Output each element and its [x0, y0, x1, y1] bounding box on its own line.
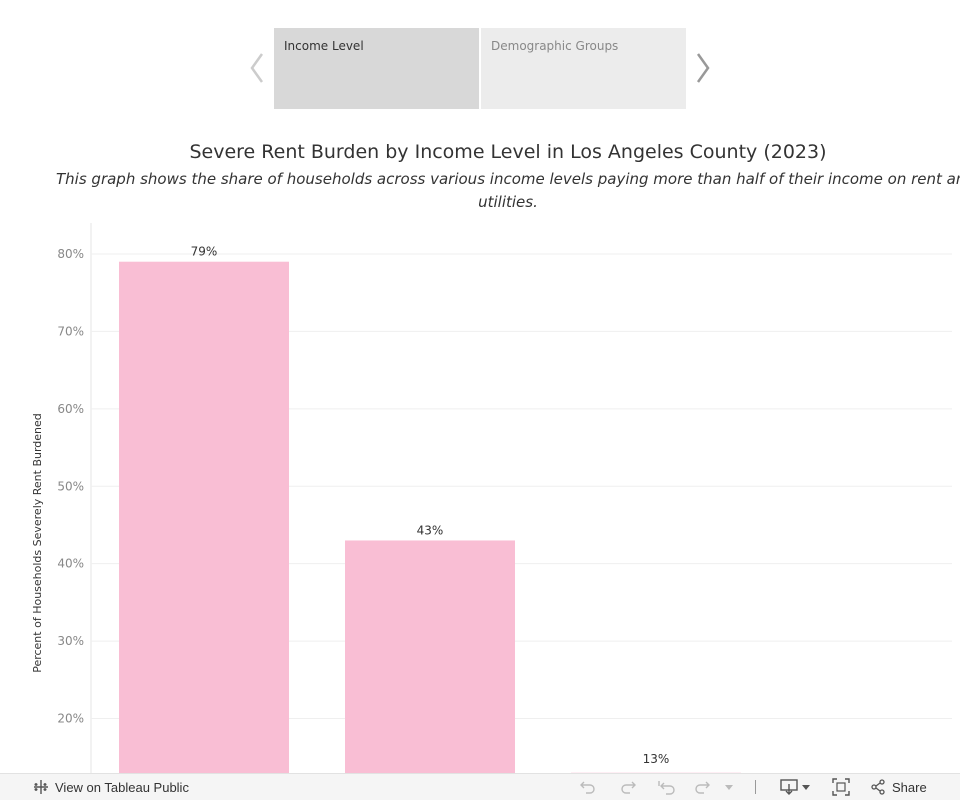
share-label: Share: [892, 779, 927, 795]
redo-icon[interactable]: [618, 778, 638, 796]
bar-chart: 20% 30% 40% 50% 60% 70% 80% Percent of Househol…: [31, 223, 952, 775]
previous-arrow-icon[interactable]: [244, 48, 268, 88]
bar-value-label: 43%: [417, 523, 444, 537]
y-tick-label: 20%: [57, 712, 84, 726]
bar-value-label: 79%: [191, 245, 218, 259]
story-point-label: Income Level: [284, 39, 364, 53]
tableau-toolbar: View on Tableau Public Share: [0, 773, 960, 800]
story-point-demographic-groups[interactable]: Demographic Groups: [481, 28, 686, 109]
story-point-income-level[interactable]: Income Level: [274, 28, 479, 109]
y-tick-label: 80%: [57, 247, 84, 261]
next-arrow-icon[interactable]: [692, 48, 716, 88]
y-tick-label: 40%: [57, 557, 84, 571]
story-point-label: Demographic Groups: [491, 39, 619, 53]
y-tick-label: 70%: [57, 324, 84, 338]
view-on-tableau-label: View on Tableau Public: [55, 779, 189, 795]
toolbar-divider: [755, 780, 756, 794]
story-navigator: Income Level Demographic Groups: [0, 28, 960, 110]
revert-icon[interactable]: [656, 778, 678, 796]
subtitle-line: utilities.: [478, 193, 538, 211]
y-tick-label: 50%: [57, 479, 84, 493]
chart-subtitle: This graph shows the share of households…: [56, 168, 960, 214]
bar: [119, 261, 289, 775]
view-on-tableau-link[interactable]: View on Tableau Public: [33, 779, 189, 795]
tableau-logo-icon: [34, 780, 48, 794]
download-icon[interactable]: [780, 778, 812, 796]
undo-icon[interactable]: [578, 778, 598, 796]
chart-title: Severe Rent Burden by Income Level in Lo…: [189, 141, 827, 163]
y-axis-title: Percent of Households Severely Rent Burd…: [31, 413, 44, 673]
forward-icon[interactable]: [694, 778, 734, 796]
y-tick-label: 30%: [57, 634, 84, 648]
share-button[interactable]: Share: [870, 779, 927, 795]
bar-value-label: 13%: [643, 752, 670, 766]
fullscreen-icon[interactable]: [832, 778, 850, 796]
y-tick-label: 60%: [57, 402, 84, 416]
share-icon: [871, 779, 885, 795]
subtitle-line: This graph shows the share of households…: [56, 170, 960, 188]
bar: [345, 540, 515, 775]
